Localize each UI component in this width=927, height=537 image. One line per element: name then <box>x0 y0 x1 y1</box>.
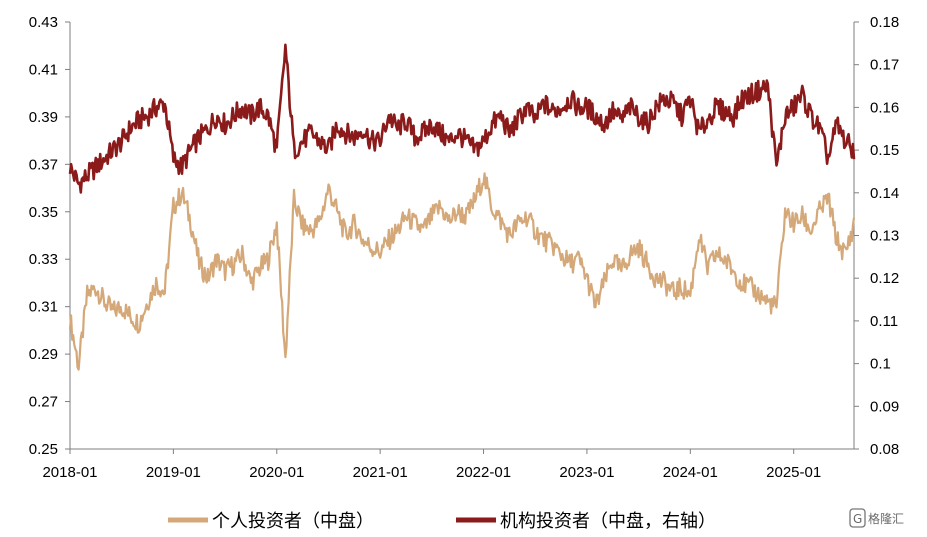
legend-item-institutional: 机构投资者（中盘，右轴） <box>456 511 716 532</box>
right-tick-label: 0.13 <box>870 228 899 245</box>
series-line-individual <box>68 172 856 371</box>
x-tick-label: 2020-01 <box>249 464 304 481</box>
x-tick-label: 2019-01 <box>146 464 201 481</box>
right-tick-label: 0.11 <box>870 313 898 330</box>
x-tick-label: 2022-01 <box>456 464 511 481</box>
watermark: G 格隆汇 <box>849 508 904 528</box>
right-tick-label: 0.14 <box>870 185 899 202</box>
watermark-badge-icon <box>849 508 866 528</box>
left-tick-label: 0.37 <box>29 156 58 173</box>
left-tick-label: 0.31 <box>29 299 58 316</box>
left-tick-label: 0.39 <box>29 109 58 126</box>
left-tick-label: 0.25 <box>29 441 58 458</box>
series-lines <box>68 43 856 371</box>
legend-item-individual: 个人投资者（中盘） <box>168 511 374 532</box>
right-tick-label: 0.1 <box>870 356 891 373</box>
right-tick-label: 0.18 <box>870 14 899 31</box>
x-tick-label: 2018-01 <box>42 464 97 481</box>
left-tick-label: 0.27 <box>29 394 58 411</box>
right-tick-label: 0.09 <box>870 398 899 415</box>
x-tick-label: 2025-01 <box>766 464 821 481</box>
right-tick-label: 0.17 <box>870 57 899 74</box>
watermark-badge-letter: G <box>853 512 862 526</box>
legend-label-individual: 个人投资者（中盘） <box>212 511 374 532</box>
left-axis-ticks: 0.25 0.27 0.29 0.31 0.33 0.35 0.37 0.39 0.41 0.43 <box>29 14 70 458</box>
left-tick-label: 0.29 <box>29 346 58 363</box>
legend-label-institutional: 机构投资者（中盘，右轴） <box>500 511 716 532</box>
left-tick-label: 0.41 <box>29 61 58 78</box>
left-tick-label: 0.43 <box>29 14 58 31</box>
x-tick-label: 2024-01 <box>663 464 718 481</box>
legend: 个人投资者（中盘） 机构投资者（中盘，右轴） <box>168 511 716 532</box>
axes <box>69 22 855 450</box>
series-line-institutional <box>68 43 856 194</box>
x-tick-label: 2021-01 <box>353 464 408 481</box>
right-tick-label: 0.15 <box>870 142 899 159</box>
right-tick-label: 0.08 <box>870 441 899 458</box>
watermark-text: 格隆汇 <box>868 511 904 526</box>
right-tick-label: 0.16 <box>870 99 899 116</box>
right-axis-ticks: 0.08 0.09 0.1 0.11 0.12 0.13 0.14 0.15 0.16 0.17 0… <box>854 14 899 458</box>
left-tick-label: 0.35 <box>29 204 58 221</box>
x-axis-ticks: 2018-01 2019-01 2020-01 2021-01 2022-01 2023-… <box>42 449 821 481</box>
x-tick-label: 2023-01 <box>559 464 614 481</box>
left-tick-label: 0.33 <box>29 251 58 268</box>
right-tick-label: 0.12 <box>870 270 899 287</box>
